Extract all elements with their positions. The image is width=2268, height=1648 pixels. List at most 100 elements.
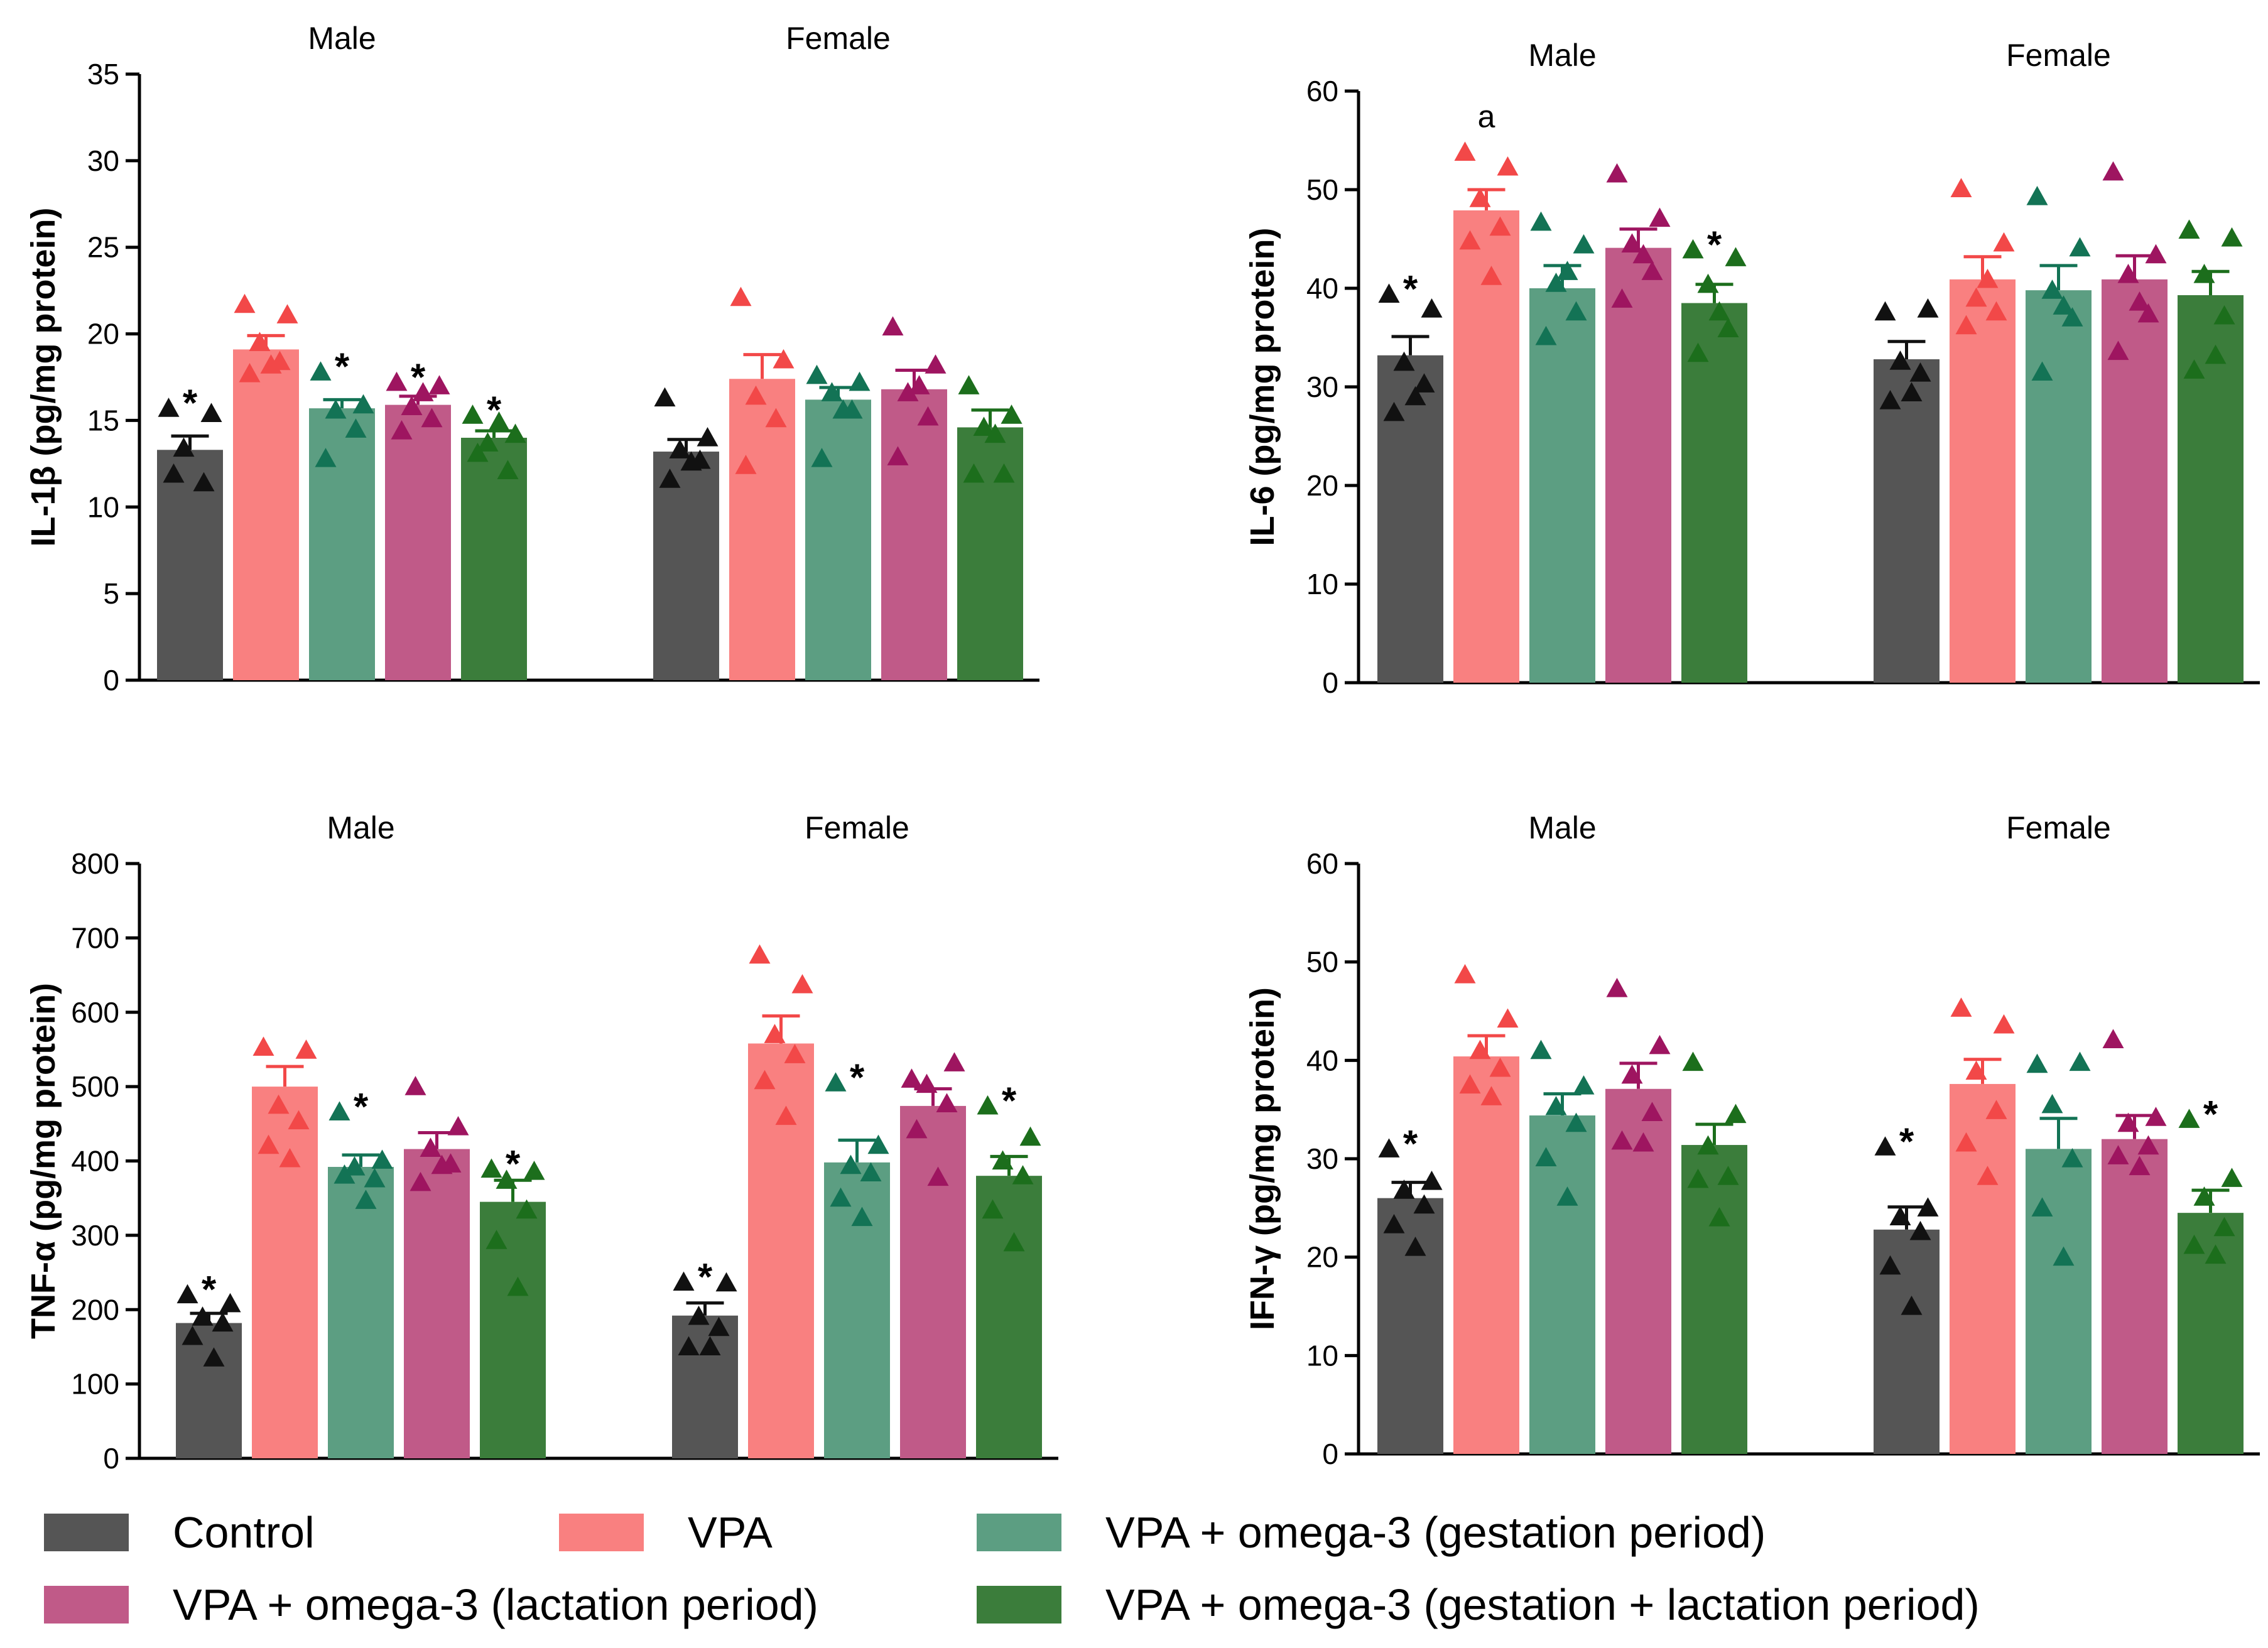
data-point [2213,1217,2235,1237]
legend-item-1: Control [44,1508,315,1557]
y-tick-label: 800 [71,847,119,880]
data-point [2026,185,2048,205]
data-point [1003,1232,1025,1252]
data-point [1454,964,1476,984]
bar [2026,1149,2092,1454]
data-point [730,286,752,306]
data-point [1993,1014,2015,1034]
legend-swatch [44,1586,129,1624]
data-point [749,944,771,964]
y-tick-label: 25 [87,231,119,264]
data-point [2213,305,2235,325]
data-point [849,371,871,391]
data-point [860,1162,882,1182]
significance-star: * [335,345,350,388]
y-tick-label: 35 [87,58,119,90]
data-point [1497,1008,1519,1028]
data-point [1708,301,1730,321]
data-point [1874,1136,1896,1156]
data-point [925,354,947,374]
data-point [1556,261,1578,280]
chart-panels: 0 5 10 15 20 25 30 35 IL-1β (pg/mg protein) Male *… [24,21,2260,1475]
data-point [1489,216,1511,236]
data-point [992,1150,1014,1170]
data-point [2221,227,2243,247]
group-label-male: Male [1528,810,1596,845]
data-point [764,1024,786,1043]
data-point [1717,318,1739,337]
bar [309,408,375,680]
data-point [1535,1147,1557,1167]
data-point [496,1169,518,1189]
data-point [1901,382,1923,402]
bar [653,452,719,680]
data-point [1459,230,1481,250]
chart-panel-4: 0 10 20 30 40 50 60 IFN-γ (pg/mg protein) Male * F… [1244,810,2260,1470]
legend-swatch [977,1586,1061,1624]
data-point [1649,207,1671,227]
y-tick-label: 20 [1306,1241,1338,1274]
y-axis-label: TNF-α (pg/mg protein) [24,983,62,1339]
data-point [2193,264,2215,283]
data-point [1611,1130,1633,1150]
data-point [1545,273,1567,292]
data-point [943,1052,965,1071]
y-tick-label: 0 [1322,666,1338,699]
data-point [1950,997,1972,1017]
data-point [352,394,374,414]
y-tick-label: 60 [1306,75,1338,107]
data-point [2061,1148,2083,1168]
bar [976,1176,1042,1458]
chart-panel-3: 0 100 200 300 400 500 600 700 800 TNF-α (pg/mg pr… [24,810,1058,1475]
data-point [811,448,833,467]
data-point [252,1036,274,1056]
data-point [887,446,909,465]
data-point [325,399,347,419]
group-label-male: Male [308,21,376,56]
y-tick-label: 20 [87,318,119,350]
bar [957,427,1023,680]
data-point [1565,301,1587,321]
data-point [344,1156,366,1176]
bar [2102,1139,2168,1454]
data-point [1393,1179,1415,1199]
data-point [917,406,939,426]
data-point [973,416,995,436]
data-point [654,387,676,407]
data-point [1909,362,1931,382]
data-point [1378,1138,1400,1157]
data-point [697,427,719,447]
data-point [680,451,702,471]
data-point [193,472,215,492]
legend-item-4: VPA + omega-3 (lactation period) [44,1580,818,1629]
data-point [1573,1075,1595,1095]
data-point [2026,1053,2048,1073]
data-point [977,1095,999,1115]
data-point [258,1134,279,1154]
legend-item-3: VPA + omega-3 (gestation period) [977,1508,1766,1557]
bar [748,1043,814,1458]
data-point [364,1168,386,1188]
group-label-male: Male [327,810,394,845]
data-point [355,1190,377,1209]
data-point [1965,1060,1987,1080]
data-point [1535,325,1557,345]
data-point [1985,301,2007,321]
y-tick-label: 700 [71,921,119,954]
y-tick-label: 0 [103,664,119,697]
data-point [497,460,519,479]
bar [461,438,527,680]
data-point [2117,264,2139,283]
bar [729,379,795,680]
data-point [1606,977,1628,997]
significance-star: * [183,382,198,424]
data-point [310,361,332,381]
y-tick-label: 10 [1306,568,1338,600]
data-point [1480,266,1502,285]
data-point [1404,386,1426,406]
data-point [1019,1126,1041,1146]
bar [1529,288,1595,683]
bar [1681,1145,1747,1454]
data-point [906,1119,928,1139]
data-point [467,442,489,462]
